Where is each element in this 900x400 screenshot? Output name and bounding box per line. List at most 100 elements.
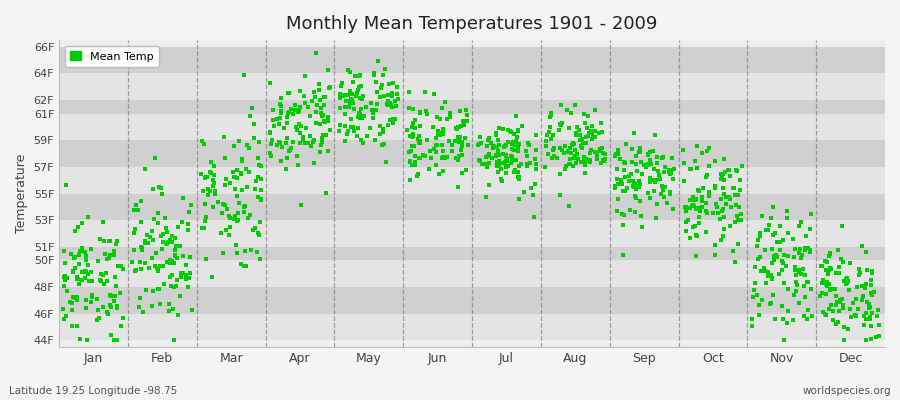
- Point: [841, 278, 855, 285]
- Point: [58, 276, 72, 283]
- Point: [320, 118, 335, 124]
- Point: [273, 139, 287, 146]
- Point: [611, 180, 625, 187]
- Point: [254, 162, 268, 169]
- Point: [627, 184, 642, 190]
- Point: [266, 107, 280, 113]
- Point: [68, 264, 82, 271]
- Point: [79, 253, 94, 260]
- Point: [480, 143, 494, 150]
- Point: [322, 127, 337, 133]
- Point: [848, 312, 862, 318]
- Point: [150, 265, 165, 272]
- Point: [248, 186, 262, 192]
- Point: [57, 248, 71, 254]
- Point: [572, 127, 586, 133]
- Point: [543, 113, 557, 120]
- Point: [280, 155, 294, 161]
- Point: [60, 288, 75, 294]
- Point: [702, 193, 716, 200]
- Point: [663, 189, 678, 196]
- Point: [769, 252, 783, 258]
- Point: [148, 263, 162, 269]
- Point: [321, 67, 336, 74]
- Point: [81, 262, 95, 268]
- Point: [855, 297, 869, 303]
- Point: [614, 177, 628, 184]
- Point: [409, 117, 423, 124]
- Point: [333, 95, 347, 101]
- Point: [388, 116, 402, 122]
- Point: [440, 154, 454, 160]
- Point: [230, 210, 245, 216]
- Point: [634, 158, 649, 165]
- Point: [413, 140, 428, 146]
- Point: [482, 135, 496, 141]
- Point: [747, 280, 761, 286]
- Point: [522, 142, 536, 148]
- Point: [735, 163, 750, 169]
- Point: [344, 115, 358, 122]
- Point: [491, 158, 506, 164]
- Point: [280, 120, 294, 126]
- Point: [78, 268, 93, 275]
- Point: [292, 107, 306, 114]
- Point: [273, 101, 287, 108]
- Point: [814, 290, 829, 296]
- Point: [706, 210, 720, 216]
- Point: [346, 78, 360, 85]
- Point: [58, 274, 72, 280]
- Point: [428, 162, 443, 169]
- Point: [251, 154, 266, 161]
- Point: [496, 151, 510, 157]
- Point: [270, 115, 284, 122]
- Point: [456, 118, 471, 124]
- Point: [835, 296, 850, 302]
- Point: [857, 312, 871, 319]
- Point: [223, 224, 238, 230]
- Point: [165, 238, 179, 245]
- Point: [157, 281, 171, 287]
- Point: [274, 110, 289, 117]
- Point: [292, 104, 307, 110]
- Point: [789, 279, 804, 286]
- Point: [708, 184, 723, 191]
- Point: [386, 80, 400, 86]
- Point: [779, 214, 794, 221]
- Point: [855, 243, 869, 249]
- Point: [307, 160, 321, 166]
- Point: [583, 150, 598, 157]
- Point: [764, 260, 778, 266]
- Point: [732, 204, 746, 210]
- Point: [721, 166, 735, 173]
- Point: [650, 201, 664, 208]
- Point: [858, 285, 872, 292]
- Point: [90, 258, 104, 264]
- Point: [109, 240, 123, 247]
- Point: [127, 229, 141, 236]
- Point: [581, 129, 596, 136]
- Point: [100, 256, 114, 262]
- Point: [81, 270, 95, 277]
- Point: [713, 216, 727, 222]
- Point: [538, 164, 553, 170]
- Point: [108, 274, 122, 280]
- Point: [826, 317, 841, 323]
- Point: [351, 110, 365, 116]
- Point: [151, 267, 166, 274]
- Point: [789, 288, 804, 294]
- Point: [169, 243, 184, 249]
- Point: [78, 248, 93, 255]
- Point: [632, 178, 646, 184]
- Point: [710, 204, 724, 210]
- Point: [717, 191, 732, 197]
- Point: [814, 293, 828, 300]
- Point: [60, 275, 75, 282]
- Point: [519, 162, 534, 169]
- Point: [567, 155, 581, 162]
- Point: [836, 258, 850, 265]
- Point: [218, 182, 232, 188]
- Point: [650, 201, 664, 207]
- Point: [834, 222, 849, 229]
- Point: [839, 276, 853, 282]
